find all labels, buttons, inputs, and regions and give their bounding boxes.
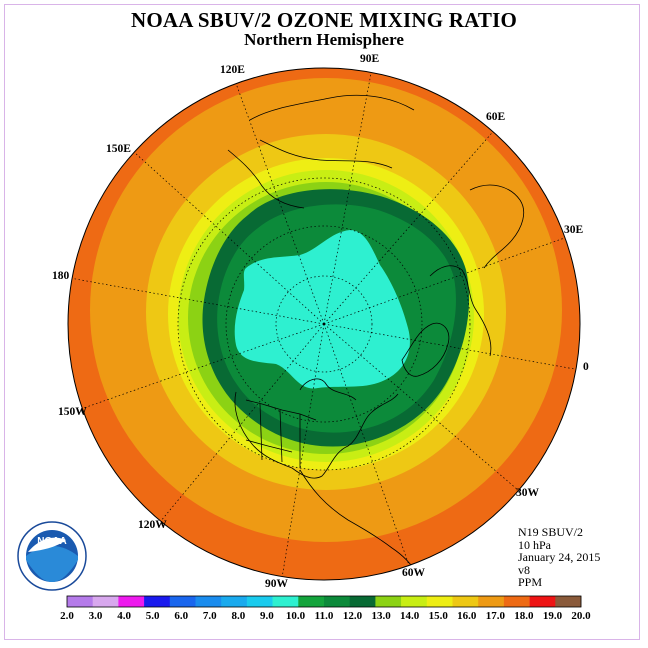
colorbar-swatch [452,596,479,607]
colorbar-tick-label: 13.0 [371,610,391,622]
colorbar-swatch [144,596,171,607]
coast-mexico [299,469,421,580]
lon-label-150w: 150W [58,406,87,418]
colorbar-tick-label: 19.0 [543,610,563,622]
colorbar-swatch [478,596,505,607]
lat-circle-45 [177,177,471,471]
logo-wave [26,546,78,582]
map-subtitle: Northern Hemisphere [244,30,404,49]
lon-label-90e: 90E [360,53,380,65]
colorbar-swatch [246,596,273,607]
colorbar-swatch [375,596,402,607]
map-boundary [67,67,581,581]
lon-label-0: 0 [583,361,589,373]
coast-greenland [401,322,450,377]
colorbar-swatch [349,596,376,607]
colorbar-swatch [272,596,299,607]
band-10 [234,230,410,389]
coastlines [227,94,525,580]
longitude-labels: 90E 60E 30E 0 30W 60W 90W 120W 150W 180 … [52,53,589,590]
colorbar-tick-label: 4.0 [117,610,131,622]
colorbar-tick-label: 7.0 [203,610,217,622]
map-title: NOAA SBUV/2 OZONE MIXING RATIO [131,8,517,32]
colorbar-tick-label: 10.0 [286,610,306,622]
graticule [69,68,580,579]
lon-label-30w: 30W [516,487,540,499]
colorbar-swatch [426,596,453,607]
meridian-60w [323,323,411,569]
colorbar-tick-label: 3.0 [89,610,103,622]
lon-label-180: 180 [52,270,70,282]
meridian-30w [323,323,519,491]
lon-label-30e: 30E [564,224,584,236]
info-satellite: N19 SBUV/2 [518,525,584,539]
meridian-90e [323,68,373,325]
colorbar-tick-label: 12.0 [343,610,363,622]
colorbar-swatch [555,596,582,607]
colorbar-tick-label: 16.0 [457,610,477,622]
meridian-0 [323,323,580,371]
us-border [245,399,317,468]
meridian-150w [77,323,325,411]
coast-europe [429,184,525,357]
colorbar-tick-label: 8.0 [231,610,245,622]
info-block: N19 SBUV/2 10 hPa January 24, 2015 v8 PP… [518,526,600,589]
lon-label-120w: 120W [138,519,167,531]
colorbar-tick-label: 17.0 [486,610,506,622]
colorbar-tick-label: 18.0 [514,610,534,622]
colorbar-tick-label: 9.0 [260,610,274,622]
colorbar-swatch [503,596,530,607]
lon-label-60e: 60E [486,111,506,123]
meridian-120w [159,323,325,523]
lon-label-150e: 150E [106,143,131,155]
lat-circle-60 [225,225,423,423]
colorbar-swatch [221,596,248,607]
logo-gull [28,537,66,552]
info-level: 10 hPa [518,537,551,552]
colorbar-swatch [169,596,196,607]
coast-america [234,378,399,479]
colorbar-tick-label: 11.0 [315,610,334,622]
info-version: v8 [518,562,530,577]
colorbar-swatch [118,596,145,607]
lon-label-90w: 90W [265,578,289,590]
lon-label-60w: 60W [402,567,426,579]
meridian-90w [281,323,325,579]
colorbar-tick-label: 2.0 [60,610,74,622]
meridian-150e [133,151,325,325]
colorbar-swatch [92,596,119,607]
colorbar-swatch [324,596,350,607]
colorbar-swatch [401,596,428,607]
lat-circle-75 [275,275,373,373]
colorbar-tick-label: 5.0 [146,610,160,622]
colorbar-swatch [298,596,325,607]
meridian-180 [69,277,325,325]
colorbar-outline [66,595,582,608]
info-date: January 24, 2015 [518,550,601,564]
colorbar-tick-label: 15.0 [429,610,449,622]
colorbar-swatch [195,596,222,607]
noaa-logo: NOAA [17,521,87,591]
colorbar-tick-label: 6.0 [174,610,188,622]
colorbar-swatch [67,596,93,607]
lon-label-120e: 120E [220,64,245,76]
logo-text: NOAA [37,536,66,547]
colorbar: 2.0 3.0 4.0 5.0 6.0 7.0 8.0 9.0 10.0 11.0 12.0 13.0… [60,595,591,622]
coast-asia [227,94,415,209]
figure-frame [4,4,640,640]
colorbar-swatch [529,596,556,607]
colorbar-tick-label: 14.0 [400,610,420,622]
info-units: PPM [518,575,543,589]
colorbar-tick-label: 20.0 [571,610,591,622]
